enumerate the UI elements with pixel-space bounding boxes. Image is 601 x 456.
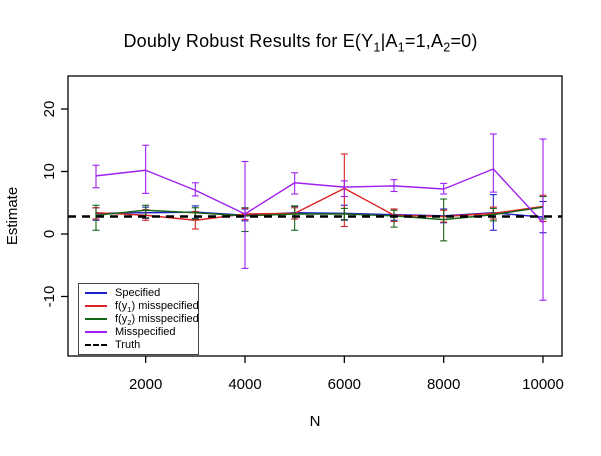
- y-tick-label: 10: [41, 163, 58, 180]
- y-tick-label: 20: [41, 101, 58, 118]
- legend-label: f(y1) misspecified: [115, 299, 199, 314]
- data-layer: [68, 133, 562, 301]
- legend-item-specified: Specified: [85, 287, 198, 299]
- x-tick-label: 4000: [228, 376, 261, 393]
- y-tick-label: 0: [41, 230, 58, 238]
- legend-swatch: [85, 291, 107, 294]
- legend-item-truth: Truth: [85, 339, 198, 351]
- series-f-y2-misspecified: [92, 195, 547, 242]
- legend-item-f-y1-misspecified: f(y1) misspecified: [85, 299, 199, 314]
- x-axis-label: N: [310, 413, 321, 430]
- axis-layer: 2000 4000 6000 8000 10000 -10 0 10 20: [41, 75, 564, 393]
- x-tick-label: 10000: [522, 376, 564, 393]
- chart-title: Doubly Robust Results for E(Y1|A1=1,A2=0…: [123, 31, 478, 55]
- legend-swatch: [85, 317, 107, 320]
- legend-label: Truth: [115, 339, 141, 352]
- legend-swatch: [85, 331, 107, 334]
- x-tick-label: 8000: [427, 376, 460, 393]
- series-line: [95, 187, 544, 221]
- x-tick-label: 6000: [328, 376, 361, 393]
- legend-swatch: [85, 344, 107, 347]
- legend-label: Misspecified: [115, 326, 176, 339]
- plot-box: [67, 75, 563, 357]
- series-line: [95, 206, 544, 221]
- y-tick-label: -10: [41, 286, 58, 308]
- series-misspecified: [92, 133, 547, 301]
- legend-label: f(y2) misspecified: [115, 312, 199, 328]
- series-f-y1-misspecified: [92, 153, 547, 230]
- legend-item-f-y2-misspecified: f(y2) misspecified: [85, 312, 199, 328]
- legend-item-misspecified: Misspecified: [85, 326, 198, 338]
- legend: Specified f(y1) misspecified f(y2) misspec…: [78, 283, 199, 355]
- legend-swatch: [85, 304, 107, 307]
- y-axis-label: Estimate: [4, 187, 21, 245]
- legend-label: Specified: [115, 286, 161, 299]
- x-tick-label: 2000: [129, 376, 162, 393]
- series-line: [95, 168, 544, 224]
